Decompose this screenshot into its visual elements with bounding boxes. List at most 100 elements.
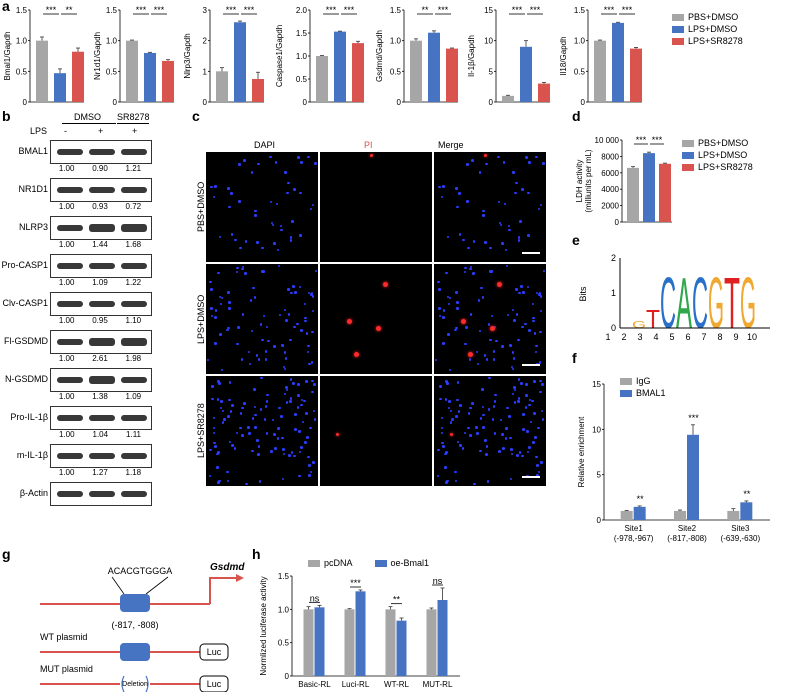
nucleus-dot <box>259 323 263 326</box>
nucleus-dot <box>278 406 281 410</box>
blot-lps-sign: + <box>132 126 138 136</box>
bar <box>252 79 264 102</box>
legend-label: IgG <box>636 376 651 386</box>
blot-band-box <box>50 140 152 164</box>
nucleus-dot <box>539 330 542 334</box>
nucleus-dot <box>472 272 475 275</box>
nucleus-dot <box>487 408 491 411</box>
nucleus-dot <box>489 338 492 342</box>
nucleus-dot <box>451 418 454 421</box>
nucleus-dot <box>220 296 224 300</box>
nucleus-dot <box>535 291 539 295</box>
nucleus-dot <box>231 444 234 447</box>
nucleus-dot <box>303 399 306 403</box>
nucleus-dot <box>520 285 523 288</box>
nucleus-dot <box>273 242 276 245</box>
significance-label: *** <box>226 5 237 15</box>
nucleus-dot <box>289 236 293 239</box>
nucleus-dot <box>541 383 544 386</box>
nucleus-dot <box>254 214 257 217</box>
nucleus-dot <box>458 233 462 236</box>
nucleus-dot <box>506 406 509 410</box>
nucleus-dot <box>254 426 257 429</box>
legend-swatch <box>682 151 694 159</box>
sequence-logo: Bits 0 1 2 G T C A C G T G 1 2 3 4 5 6 7 8 9 10 <box>578 253 770 344</box>
wt-label: WT plasmid <box>40 632 87 642</box>
nucleus-dot <box>535 155 538 159</box>
bar <box>630 48 642 102</box>
nucleus-dot <box>256 439 259 442</box>
nucleus-dot <box>518 291 521 295</box>
nucleus-dot <box>502 447 505 450</box>
bar <box>352 43 364 102</box>
nucleus-dot <box>308 464 311 467</box>
luc-box <box>199 643 229 661</box>
nucleus-dot <box>293 325 296 329</box>
panel-label-g: g <box>2 546 11 562</box>
tss-arrow <box>209 577 236 604</box>
bar <box>446 48 458 102</box>
y-tick-label: 0 <box>581 98 586 107</box>
nucleus-dot <box>289 338 292 342</box>
bar <box>36 40 48 102</box>
y-tick-label: 1.0 <box>390 37 402 46</box>
blot-band-box <box>50 444 152 468</box>
blot-quant-value: 1.04 <box>92 430 109 439</box>
nucleus-dot <box>243 402 246 405</box>
nucleus-dot <box>510 365 514 369</box>
nucleus-dot <box>278 313 282 317</box>
nucleus-dot <box>517 397 521 400</box>
nucleus-dot <box>447 333 450 336</box>
nucleus-dot <box>305 412 308 415</box>
nucleus-dot <box>276 248 280 252</box>
pi-positive-cell <box>335 433 339 437</box>
nucleus-dot <box>540 461 544 464</box>
y-tick-label: 1.0 <box>106 37 118 46</box>
nucleus-dot <box>254 209 257 213</box>
nucleus-dot <box>538 293 541 296</box>
nucleus-dot <box>287 313 291 316</box>
nucleus-dot <box>484 241 487 244</box>
significance-label: *** <box>46 5 57 15</box>
logo-xtick: 5 <box>669 332 674 342</box>
nucleus-dot <box>214 445 217 448</box>
bar <box>426 609 437 676</box>
x-tick-label: Site2 <box>678 524 697 533</box>
nucleus-dot <box>525 156 528 159</box>
nucleus-dot <box>517 378 521 381</box>
nucleus-dot <box>539 295 543 298</box>
legend-label: oe-Bmal1 <box>390 558 430 568</box>
bar <box>674 510 686 520</box>
nucleus-dot <box>290 451 294 454</box>
logo-xtick: 1 <box>605 332 610 342</box>
logo-xtick: 3 <box>637 332 642 342</box>
nucleus-dot <box>240 358 244 361</box>
nucleus-dot <box>261 338 264 342</box>
nucleus-dot <box>264 358 268 361</box>
bar <box>620 510 633 520</box>
nucleus-dot <box>493 432 497 435</box>
nucleus-dot <box>454 470 457 474</box>
nucleus-dot <box>277 264 281 268</box>
significance-label: *** <box>652 135 663 145</box>
tss-arrowhead <box>236 574 244 582</box>
nucleus-dot <box>235 431 239 434</box>
nucleus-dot <box>299 234 302 237</box>
nucleus-dot <box>212 416 216 420</box>
blot-quant-value: 0.95 <box>92 316 108 325</box>
nucleus-dot <box>309 207 313 211</box>
nucleus-dot <box>311 390 314 394</box>
nucleus-dot <box>477 299 481 302</box>
y-axis-label: Caspase1/Gapdh <box>275 25 284 87</box>
logo-xtick: 8 <box>717 332 722 342</box>
y-tick-label: 2 <box>203 37 208 46</box>
nucleus-dot <box>501 345 504 348</box>
bar <box>538 83 550 102</box>
nucleus-dot <box>241 434 244 437</box>
nucleus-dot <box>494 393 497 397</box>
nucleus-dot <box>218 235 222 239</box>
nucleus-dot <box>482 209 485 213</box>
y-tick-label: 1.5 <box>390 6 402 15</box>
nucleus-dot <box>489 270 492 273</box>
y-tick-label: 0.5 <box>16 67 28 76</box>
